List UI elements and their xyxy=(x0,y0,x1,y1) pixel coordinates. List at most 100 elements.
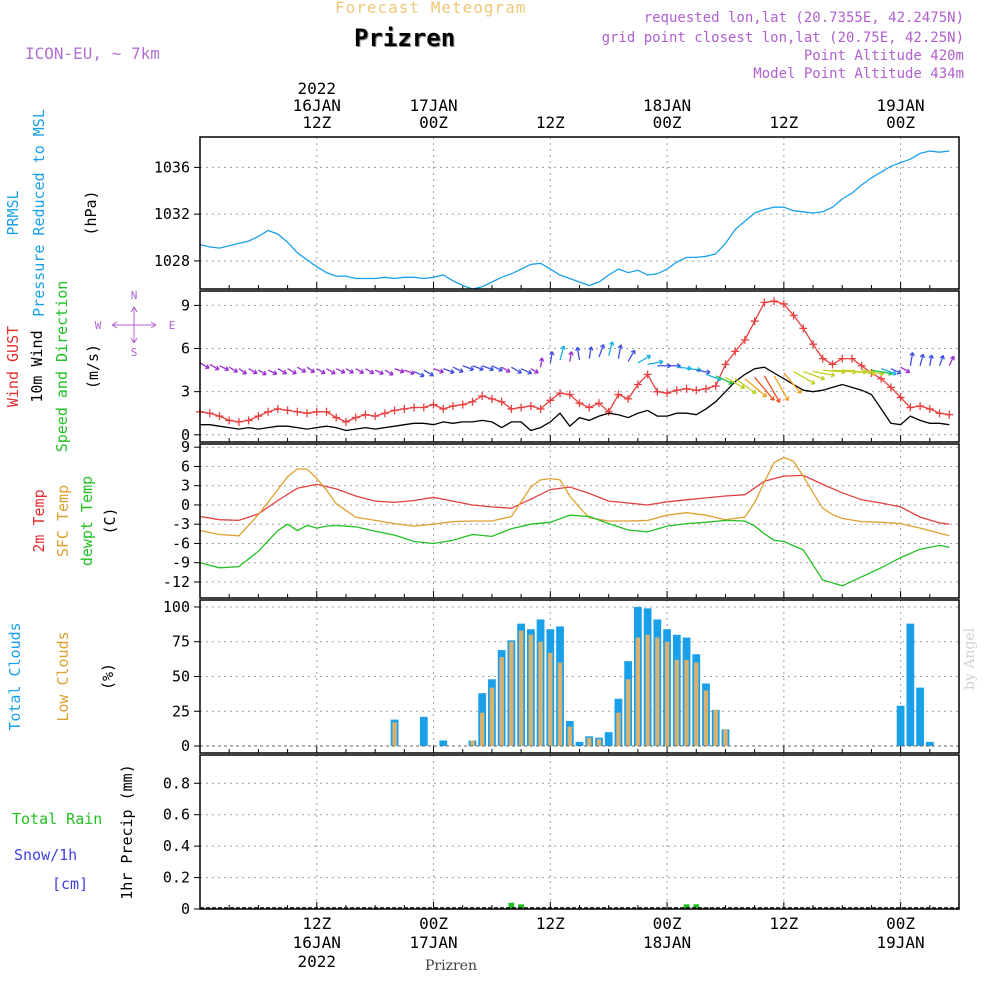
wind-arrow xyxy=(228,366,238,373)
gust-marker xyxy=(828,360,837,369)
gust-marker xyxy=(809,340,818,349)
wind-arrow xyxy=(491,365,503,372)
wind-arrow xyxy=(345,368,354,374)
wind-arrow xyxy=(880,368,897,376)
wind-arrow xyxy=(783,372,802,394)
panel-ylabel: Wind GUST xyxy=(4,326,22,407)
cloud-bar xyxy=(489,687,495,747)
gust-marker xyxy=(877,374,886,383)
wind-arrow xyxy=(501,366,511,373)
rain-bar xyxy=(683,904,690,909)
precip-legend: [cm] xyxy=(52,875,88,893)
wind-arrow xyxy=(812,370,836,378)
wind-arrow xyxy=(608,341,615,356)
gust-marker xyxy=(390,406,399,415)
top-time-label: 18JAN xyxy=(643,96,691,115)
cloud-bar xyxy=(684,659,689,747)
y-tick-label: 3 xyxy=(181,383,190,401)
wind-arrow xyxy=(511,366,522,374)
y-tick-label: 0 xyxy=(181,737,190,755)
gust-marker xyxy=(215,412,224,421)
gust-marker xyxy=(663,389,672,398)
gust-marker xyxy=(410,403,419,412)
gust-marker xyxy=(341,417,350,426)
wind-arrow xyxy=(725,376,746,390)
gust-marker xyxy=(380,409,389,418)
wind-arrow xyxy=(443,368,455,375)
gust-marker xyxy=(750,317,759,326)
compass-e: E xyxy=(169,319,176,332)
gust-marker xyxy=(244,416,253,425)
cloud-bar xyxy=(419,716,428,747)
y-tick-label: -9 xyxy=(172,554,190,572)
wind-arrow xyxy=(238,368,247,375)
panel-ylabel: (m/s) xyxy=(84,344,102,389)
wind-arrow xyxy=(559,345,566,361)
gust-marker xyxy=(643,370,652,379)
panel-ylabel: Total Clouds xyxy=(6,622,24,730)
rain-bar xyxy=(693,904,700,909)
panel-ylabel: dewpt Temp xyxy=(78,476,96,566)
cloud-bar xyxy=(694,662,699,747)
top-time-label: 16JAN xyxy=(293,96,341,115)
gust-marker xyxy=(604,407,613,416)
gust-marker xyxy=(303,409,312,418)
gust-marker xyxy=(497,397,506,406)
cloud-bar xyxy=(548,652,553,747)
cloud-bar xyxy=(596,739,602,747)
panel-ylabel: PRMSL xyxy=(4,190,22,235)
panel-ylabel: 10m Wind xyxy=(28,330,46,402)
panel-ylabel: 2m Temp xyxy=(30,489,48,552)
series-line xyxy=(200,366,950,432)
bottom-time-label: 17JAN xyxy=(409,933,457,952)
y-tick-label: 3 xyxy=(181,477,190,495)
wind-arrow xyxy=(462,365,475,372)
wind-arrow xyxy=(948,355,955,367)
precip-legend: Snow/1h xyxy=(14,846,77,864)
wind-arrow xyxy=(598,343,606,358)
wind-arrow xyxy=(588,346,594,359)
cloud-bar xyxy=(664,641,670,747)
wind-arrow xyxy=(575,346,581,361)
wind-arrow xyxy=(938,354,945,367)
gust-marker xyxy=(731,347,740,356)
gust-marker xyxy=(702,384,710,393)
gust-marker xyxy=(283,406,292,415)
cloud-bar xyxy=(906,623,915,747)
gust-marker xyxy=(575,399,584,408)
gust-marker xyxy=(458,400,467,409)
wind-arrow xyxy=(928,354,934,366)
panel-ylabel: Speed and Direction xyxy=(53,281,71,453)
wind-arrow xyxy=(803,370,825,381)
temperature-panel xyxy=(194,443,960,599)
panel-ylabel: SFC Temp xyxy=(54,485,72,557)
wind-arrow xyxy=(267,369,278,376)
clouds-frame xyxy=(199,599,960,754)
gust-marker xyxy=(653,387,662,396)
wind-arrow xyxy=(452,366,464,374)
gust-marker xyxy=(614,390,623,399)
gust-marker xyxy=(487,394,496,403)
series-line xyxy=(199,514,950,587)
wind-panel xyxy=(111,290,960,443)
gust-marker xyxy=(478,391,487,400)
panel-ylabel: (hPa) xyxy=(82,190,100,235)
gust-marker xyxy=(273,404,282,413)
y-tick-label: 6 xyxy=(181,457,190,475)
y-tick-label: -3 xyxy=(172,515,190,533)
wind-arrow xyxy=(423,369,434,377)
y-tick-label: 1028 xyxy=(154,252,190,270)
gust-marker xyxy=(565,390,574,399)
precip-frame xyxy=(199,754,960,910)
gust-marker xyxy=(906,403,915,412)
gust-marker xyxy=(449,402,457,411)
top-time-label: 00Z xyxy=(653,113,682,132)
gust-marker xyxy=(322,407,331,416)
panel-ylabel: Pressure Reduced to MSL xyxy=(30,109,48,317)
y-tick-label: 1036 xyxy=(154,158,190,176)
wind-arrow xyxy=(326,368,336,375)
wind-arrow xyxy=(404,369,415,376)
gust-marker xyxy=(818,354,827,363)
gust-marker xyxy=(332,413,341,422)
cloud-bar xyxy=(509,641,514,747)
